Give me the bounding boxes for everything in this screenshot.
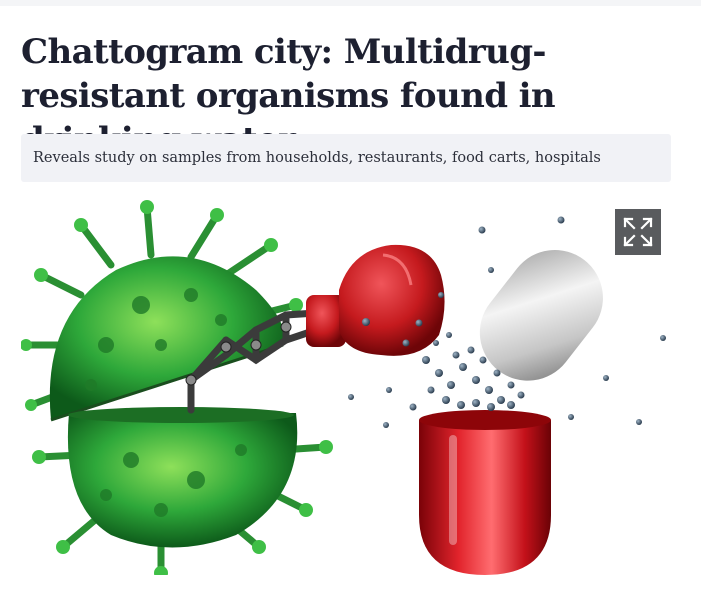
- expand-arrows-icon: [623, 217, 653, 247]
- boxing-glove: [306, 244, 445, 356]
- article-hero-image: [21, 195, 681, 575]
- virus-lower-half: [32, 407, 333, 575]
- virus-upper-half: [21, 200, 303, 422]
- article-subheading: Reveals study on samples from households…: [33, 150, 601, 166]
- article-subheading-box: Reveals study on samples from households…: [21, 134, 671, 182]
- top-bar: [0, 0, 701, 6]
- expand-image-button[interactable]: [615, 209, 661, 255]
- drug-particles: [348, 216, 666, 428]
- capsule-pill: [419, 249, 603, 575]
